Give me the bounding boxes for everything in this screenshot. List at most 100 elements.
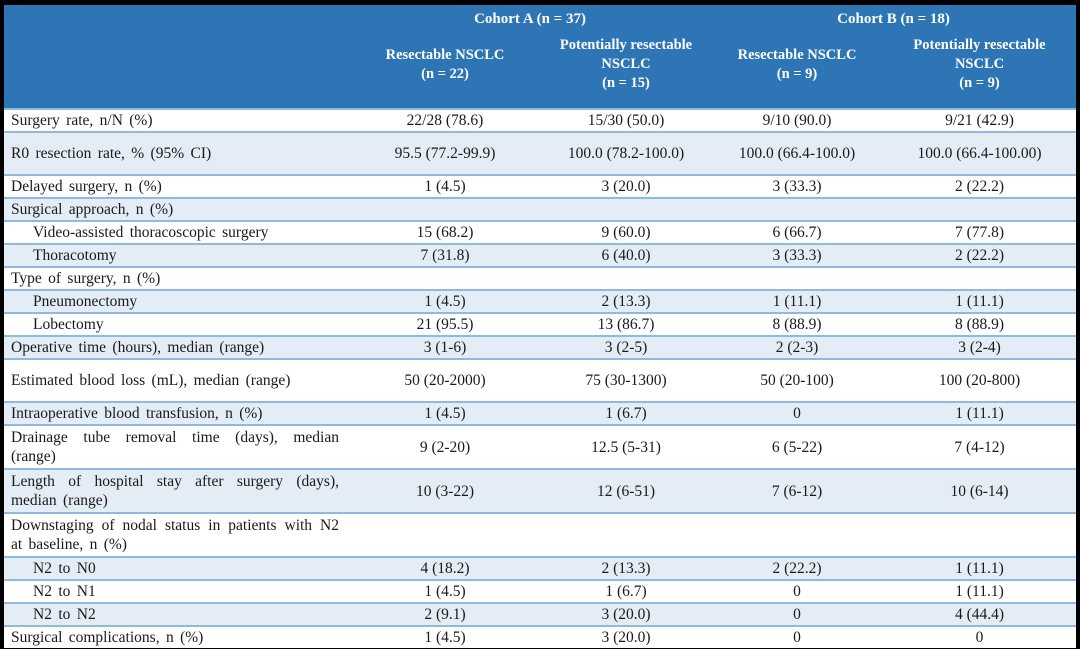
value-cell: 0 xyxy=(793,606,801,623)
value-cell: 50 (20-100) xyxy=(760,372,834,389)
subgroup-header-row: Resectable NSCLC (n = 22) Potentially re… xyxy=(4,29,1077,109)
table-row: Thoracotomy 7 (31.8) 6 (40.0) 3 (33.3) 2… xyxy=(4,244,1077,267)
table-row: Surgical complications, n (%) 1 (4.5) 3 … xyxy=(4,626,1077,648)
table-row: Lobectomy 21 (95.5) 13 (86.7) 8 (88.9) 8… xyxy=(4,313,1077,336)
row-label: Delayed surgery, n (%) xyxy=(11,178,162,195)
value-cell: 1 (4.5) xyxy=(424,583,466,600)
table-row: Surgery rate, n/N (%) 22/28 (78.6) 15/30… xyxy=(4,109,1077,132)
row-label: N2 to N2 xyxy=(33,606,96,623)
row-label: R0 resection rate, % (95% CI) xyxy=(11,145,212,162)
value-cell: 3 (33.3) xyxy=(772,247,822,264)
row-label: N2 to N0 xyxy=(33,560,96,577)
value-cell: 1 (6.7) xyxy=(605,583,647,600)
value-cell: 4 (18.2) xyxy=(420,560,470,577)
col-header-n: (n = 9) xyxy=(959,75,1000,91)
surgical-outcomes-table: Cohort A (n = 37) Cohort B (n = 18) Rese… xyxy=(4,5,1077,648)
value-cell: 3 (1-6) xyxy=(423,339,467,356)
value-cell: 12.5 (5-31) xyxy=(591,438,661,456)
value-cell: 75 (30-1300) xyxy=(585,372,667,389)
table-row: Operative time (hours), median (range) 3… xyxy=(4,336,1077,359)
value-cell: 0 xyxy=(793,583,801,600)
col-header-n: (n = 15) xyxy=(602,75,650,91)
value-cell: 8 (88.9) xyxy=(772,316,822,333)
row-label: Estimated blood loss (mL), median (range… xyxy=(11,372,291,389)
value-cell: 2 (9.1) xyxy=(424,606,466,623)
table-row: Pneumonectomy 1 (4.5) 2 (13.3) 1 (11.1) … xyxy=(4,290,1077,313)
value-cell: 100.0 (66.4-100.00) xyxy=(917,145,1042,162)
table-row: N2 to N0 4 (18.2) 2 (13.3) 2 (22.2) 1 (1… xyxy=(4,557,1077,580)
value-cell: 6 (5-22) xyxy=(771,438,823,456)
value-cell xyxy=(711,267,883,290)
section-row: Surgical approach, n (%) xyxy=(4,198,1077,221)
value-cell: 0 xyxy=(975,629,984,646)
table-row: Video-assisted thoracoscopic surgery 15 … xyxy=(4,221,1077,244)
value-cell: 8 (88.9) xyxy=(954,316,1005,333)
value-cell: 2 (22.2) xyxy=(772,560,822,577)
section-row: Type of surgery, n (%) xyxy=(4,267,1077,290)
row-label: N2 to N1 xyxy=(33,583,96,600)
value-cell: 0 xyxy=(793,405,801,422)
col-header-name: Resectable NSCLC xyxy=(385,46,505,63)
value-cell: 100.0 (78.2-100.0) xyxy=(567,145,685,162)
value-cell: 10 (6-14) xyxy=(950,482,1009,500)
value-cell: 12 (6-51) xyxy=(596,482,656,500)
value-cell xyxy=(541,198,711,221)
value-cell: 2 (22.2) xyxy=(954,247,1005,264)
row-label: Thoracotomy xyxy=(33,247,117,264)
value-cell: 1 (11.1) xyxy=(955,293,1004,310)
value-cell: 2 (13.3) xyxy=(601,560,651,577)
value-cell: 1 (4.5) xyxy=(424,629,466,646)
value-cell: 9 (2-20) xyxy=(419,438,471,456)
value-cell: 7 (4-12) xyxy=(954,438,1005,456)
col-header-potentially-b: Potentially resectable NSCLC (n = 9) xyxy=(883,29,1077,109)
value-cell: 6 (66.7) xyxy=(772,224,822,241)
row-label: Drainage tube removal time (days), media… xyxy=(11,429,339,465)
value-cell xyxy=(349,513,541,557)
table-row: Delayed surgery, n (%) 1 (4.5) 3 (20.0) … xyxy=(4,175,1077,198)
value-cell: 9/21 (42.9) xyxy=(945,112,1014,129)
col-header-resectable-a: Resectable NSCLC (n = 22) xyxy=(349,29,541,109)
value-cell: 2 (22.2) xyxy=(954,178,1005,195)
value-cell: 21 (95.5) xyxy=(416,316,474,333)
col-header-name: Potentially resectable NSCLC xyxy=(913,37,1046,72)
value-cell: 7 (31.8) xyxy=(420,247,470,264)
value-cell xyxy=(541,513,711,557)
col-header-n: (n = 22) xyxy=(421,65,469,82)
value-cell: 15 (68.2) xyxy=(416,224,474,241)
value-cell: 2 (13.3) xyxy=(601,293,651,310)
value-cell: 3 (2-4) xyxy=(958,339,1001,356)
value-cell: 10 (3-22) xyxy=(415,482,475,500)
value-cell: 6 (40.0) xyxy=(601,247,651,264)
cohort-b-header: Cohort B (n = 18) xyxy=(711,5,1077,29)
table-row: Estimated blood loss (mL), median (range… xyxy=(4,359,1077,402)
value-cell xyxy=(541,267,711,290)
table-body: Surgery rate, n/N (%) 22/28 (78.6) 15/30… xyxy=(4,109,1077,648)
table-header: Cohort A (n = 37) Cohort B (n = 18) Rese… xyxy=(4,5,1077,109)
label-column-header xyxy=(4,29,349,109)
value-cell: 3 (20.0) xyxy=(601,606,651,623)
value-cell: 3 (2-5) xyxy=(604,339,648,356)
value-cell: 1 (4.5) xyxy=(424,178,466,195)
value-cell xyxy=(349,267,541,290)
row-label: Length of hospital stay after surgery (d… xyxy=(11,473,339,509)
row-label: Surgery rate, n/N (%) xyxy=(11,112,153,129)
table-row: N2 to N1 1 (4.5) 1 (6.7) 0 1 (11.1) xyxy=(4,580,1077,603)
value-cell: 2 (2-3) xyxy=(775,339,819,356)
table-row: Length of hospital stay after surgery (d… xyxy=(4,469,1077,513)
value-cell: 1 (11.1) xyxy=(955,560,1004,577)
value-cell xyxy=(883,267,1076,290)
value-cell xyxy=(711,198,883,221)
value-cell: 4 (44.4) xyxy=(954,606,1005,623)
value-cell xyxy=(883,198,1076,221)
row-label: Type of surgery, n (%) xyxy=(11,270,161,287)
value-cell: 1 (11.1) xyxy=(772,293,822,310)
value-cell xyxy=(711,513,883,557)
value-cell: 50 (20-2000) xyxy=(404,372,486,389)
value-cell: 100.0 (66.4-100.0) xyxy=(738,145,856,162)
cohort-a-header: Cohort A (n = 37) xyxy=(349,5,712,29)
row-label: Intraoperative blood transfusion, n (%) xyxy=(11,405,263,422)
value-cell: 3 (20.0) xyxy=(601,178,651,195)
corner-cell xyxy=(4,5,349,29)
col-header-resectable-b: Resectable NSCLC (n = 9) xyxy=(711,29,884,109)
value-cell: 22/28 (78.6) xyxy=(406,112,484,129)
